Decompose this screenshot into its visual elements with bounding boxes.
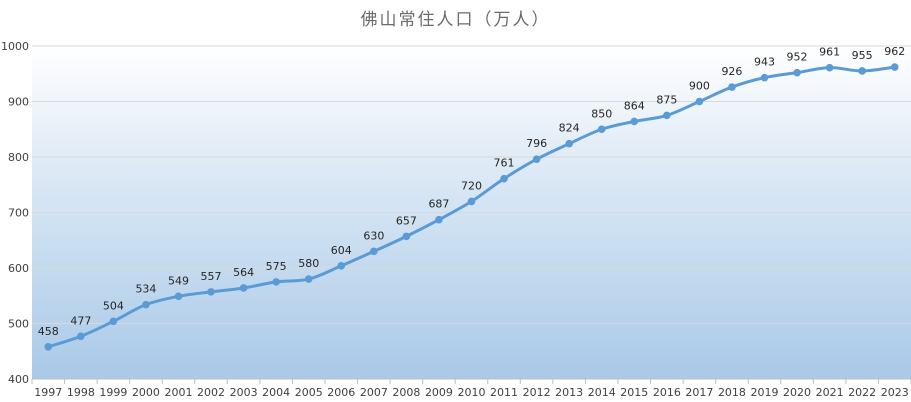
x-tick-label: 2010 (458, 386, 486, 399)
data-point (272, 278, 280, 286)
x-tick-label: 2023 (881, 386, 909, 399)
x-tick-label: 2000 (132, 386, 160, 399)
x-tick-label: 2022 (848, 386, 876, 399)
x-tick-label: 2004 (262, 386, 290, 399)
data-label: 796 (526, 137, 547, 150)
data-label: 961 (819, 46, 840, 59)
x-tick-label: 2006 (327, 386, 355, 399)
x-tick-label: 2012 (523, 386, 551, 399)
data-point (304, 275, 313, 283)
y-tick-label: 500 (8, 318, 29, 331)
x-tick-label: 1999 (99, 386, 127, 399)
x-tick-label: 2009 (425, 386, 453, 399)
data-point (825, 63, 834, 72)
data-point (402, 232, 411, 241)
data-label: 504 (103, 299, 124, 312)
data-label: 564 (233, 266, 254, 279)
x-tick-label: 2019 (751, 386, 779, 399)
data-point (467, 197, 476, 206)
data-point (663, 111, 671, 120)
y-tick-label: 900 (8, 96, 29, 109)
data-point (695, 97, 704, 106)
data-point (793, 68, 801, 77)
x-tick-label: 2008 (392, 386, 420, 399)
data-point (532, 155, 541, 164)
data-point (500, 174, 508, 183)
data-label: 458 (38, 325, 59, 338)
x-tick-label: 2011 (490, 386, 518, 399)
x-tick-label: 2015 (620, 386, 648, 399)
data-label: 549 (168, 274, 189, 287)
data-point (174, 292, 183, 301)
data-label: 557 (201, 270, 222, 283)
data-label: 850 (591, 107, 612, 120)
data-label: 630 (363, 229, 384, 242)
data-label: 900 (689, 80, 710, 93)
data-label: 864 (624, 99, 645, 112)
data-point (728, 83, 736, 91)
data-label: 580 (298, 257, 319, 270)
y-tick-label: 400 (8, 373, 29, 386)
data-label: 477 (70, 314, 91, 327)
y-tick-label: 1000 (1, 40, 29, 53)
data-point (760, 73, 769, 82)
x-tick-label: 2021 (816, 386, 844, 399)
x-tick-label: 2005 (295, 386, 323, 399)
data-point (597, 125, 606, 134)
x-tick-label: 2002 (197, 386, 225, 399)
data-point (858, 67, 866, 75)
x-tick-label: 2020 (783, 386, 811, 399)
data-label: 875 (656, 93, 677, 106)
data-point (109, 317, 118, 326)
data-label: 575 (266, 260, 287, 273)
data-point (44, 343, 53, 351)
x-tick-label: 2001 (165, 386, 193, 399)
x-tick-label: 2003 (230, 386, 258, 399)
x-tick-label: 1998 (67, 386, 95, 399)
data-label: 962 (884, 45, 905, 58)
data-point (239, 284, 248, 292)
x-tick-label: 2007 (360, 386, 388, 399)
data-label: 687 (428, 198, 449, 211)
x-tick-label: 2013 (555, 386, 583, 399)
y-tick-label: 800 (8, 151, 29, 164)
data-point (77, 332, 85, 341)
x-tick-label: 2016 (653, 386, 681, 399)
data-point (370, 247, 378, 256)
data-point (337, 261, 346, 270)
data-point (890, 63, 899, 71)
data-point (207, 288, 215, 296)
data-label: 824 (559, 122, 580, 135)
y-tick-label: 600 (8, 262, 29, 275)
data-label: 657 (396, 214, 417, 227)
data-point (630, 117, 639, 126)
x-tick-label: 2017 (685, 386, 713, 399)
data-label: 943 (754, 56, 775, 69)
data-label: 534 (135, 283, 156, 296)
data-label: 952 (787, 51, 808, 64)
data-label: 604 (331, 244, 352, 257)
data-point (435, 215, 443, 224)
data-point (565, 139, 573, 148)
x-tick-label: 2018 (718, 386, 746, 399)
data-point (142, 300, 150, 309)
data-label: 720 (461, 179, 482, 192)
chart-title: 佛山常住人口（万人） (360, 10, 551, 30)
x-tick-label: 1997 (34, 386, 62, 399)
x-tick-label: 2014 (588, 386, 616, 399)
data-label: 761 (494, 157, 515, 170)
data-label: 926 (721, 65, 742, 78)
y-tick-label: 700 (8, 207, 29, 220)
data-label: 955 (852, 49, 873, 62)
